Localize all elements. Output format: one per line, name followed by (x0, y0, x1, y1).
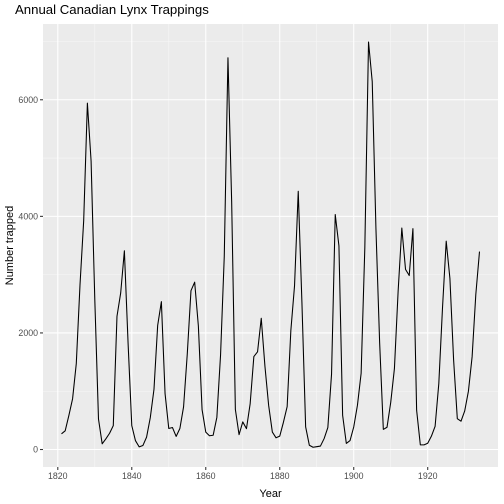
x-tick-label: 1860 (196, 471, 216, 481)
y-tick-label: 4000 (18, 211, 38, 221)
x-tick-label: 1880 (270, 471, 290, 481)
y-tick-label: 6000 (18, 95, 38, 105)
x-tick-label: 1840 (122, 471, 142, 481)
y-axis-ticks: 0 2000 4000 6000 (18, 95, 43, 455)
y-tick-label: 2000 (18, 328, 38, 338)
y-axis-title: Number trapped (4, 206, 16, 286)
x-axis-ticks: 1820 1840 1860 1880 1900 1920 (48, 467, 438, 481)
major-gridlines (43, 24, 498, 467)
x-tick-label: 1820 (48, 471, 68, 481)
x-tick-label: 1920 (418, 471, 438, 481)
plot-panel (43, 24, 498, 467)
x-tick-label: 1900 (344, 471, 364, 481)
y-tick-label: 0 (33, 445, 38, 455)
x-axis-title: Year (259, 488, 282, 500)
chart-title: Annual Canadian Lynx Trappings (15, 2, 209, 17)
minor-gridlines (43, 24, 498, 467)
series-line (61, 41, 481, 448)
